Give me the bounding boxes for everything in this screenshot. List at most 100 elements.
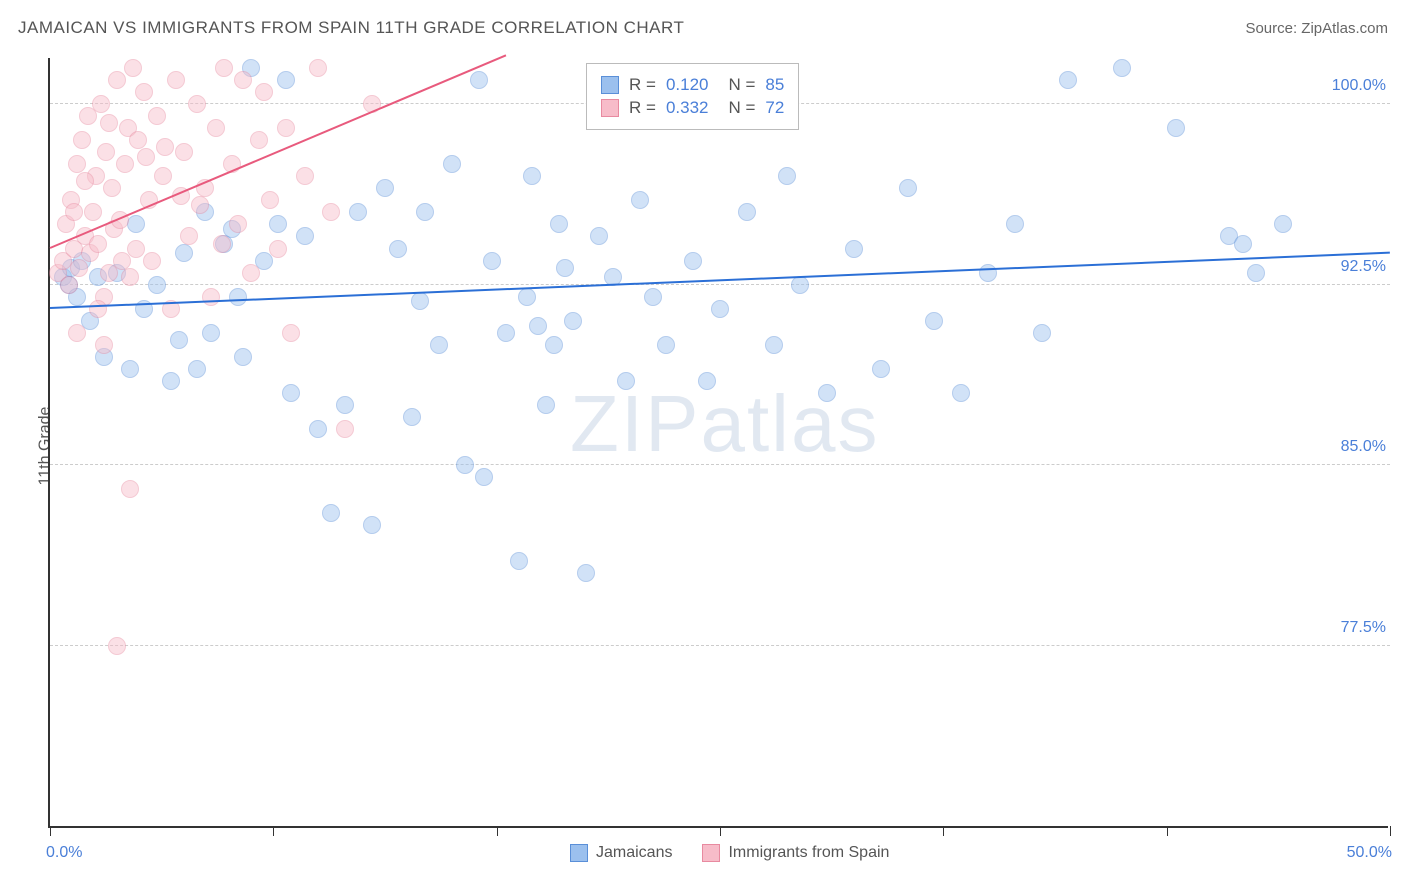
data-point bbox=[818, 384, 836, 402]
x-tick bbox=[720, 826, 721, 836]
data-point bbox=[207, 119, 225, 137]
x-tick bbox=[497, 826, 498, 836]
data-point bbox=[376, 179, 394, 197]
data-point bbox=[73, 131, 91, 149]
data-point bbox=[137, 148, 155, 166]
data-point bbox=[65, 203, 83, 221]
data-point bbox=[1274, 215, 1292, 233]
r-label: R = bbox=[629, 98, 656, 118]
y-tick-label: 92.5% bbox=[1337, 258, 1390, 276]
data-point bbox=[322, 504, 340, 522]
gridline bbox=[50, 464, 1390, 465]
data-point bbox=[282, 324, 300, 342]
n-label: N = bbox=[728, 98, 755, 118]
scatter-plot: ZIPatlas 77.5%85.0%92.5%100.0%0.0%50.0%R… bbox=[48, 58, 1388, 828]
data-point bbox=[68, 324, 86, 342]
legend-swatch bbox=[570, 844, 588, 862]
gridline bbox=[50, 284, 1390, 285]
data-point bbox=[156, 138, 174, 156]
data-point bbox=[95, 336, 113, 354]
data-point bbox=[213, 235, 231, 253]
data-point bbox=[791, 276, 809, 294]
data-point bbox=[550, 215, 568, 233]
data-point bbox=[202, 324, 220, 342]
data-point bbox=[925, 312, 943, 330]
data-point bbox=[191, 196, 209, 214]
data-point bbox=[127, 215, 145, 233]
data-point bbox=[952, 384, 970, 402]
data-point bbox=[1006, 215, 1024, 233]
data-point bbox=[162, 372, 180, 390]
data-point bbox=[309, 420, 327, 438]
data-point bbox=[1113, 59, 1131, 77]
data-point bbox=[1033, 324, 1051, 342]
data-point bbox=[698, 372, 716, 390]
series-legend: Jamaicans Immigrants from Spain bbox=[570, 844, 889, 862]
data-point bbox=[617, 372, 635, 390]
data-point bbox=[456, 456, 474, 474]
data-point bbox=[108, 71, 126, 89]
n-value: 85 bbox=[765, 75, 784, 95]
data-point bbox=[483, 252, 501, 270]
data-point bbox=[148, 276, 166, 294]
data-point bbox=[188, 95, 206, 113]
data-point bbox=[778, 167, 796, 185]
data-point bbox=[135, 83, 153, 101]
chart-title: JAMAICAN VS IMMIGRANTS FROM SPAIN 11TH G… bbox=[18, 18, 684, 38]
data-point bbox=[545, 336, 563, 354]
data-point bbox=[148, 107, 166, 125]
data-point bbox=[180, 227, 198, 245]
data-point bbox=[296, 167, 314, 185]
x-tick bbox=[50, 826, 51, 836]
data-point bbox=[97, 143, 115, 161]
data-point bbox=[644, 288, 662, 306]
data-point bbox=[250, 131, 268, 149]
data-point bbox=[175, 244, 193, 262]
data-point bbox=[979, 264, 997, 282]
r-label: R = bbox=[629, 75, 656, 95]
data-point bbox=[684, 252, 702, 270]
data-point bbox=[202, 288, 220, 306]
data-point bbox=[84, 203, 102, 221]
data-point bbox=[296, 227, 314, 245]
data-point bbox=[738, 203, 756, 221]
data-point bbox=[124, 59, 142, 77]
data-point bbox=[510, 552, 528, 570]
data-point bbox=[349, 203, 367, 221]
x-tick bbox=[1167, 826, 1168, 836]
legend-swatch bbox=[601, 99, 619, 117]
data-point bbox=[537, 396, 555, 414]
data-point bbox=[523, 167, 541, 185]
data-point bbox=[1234, 235, 1252, 253]
chart-source: Source: ZipAtlas.com bbox=[1245, 20, 1388, 37]
data-point bbox=[234, 348, 252, 366]
data-point bbox=[1247, 264, 1265, 282]
data-point bbox=[309, 59, 327, 77]
data-point bbox=[416, 203, 434, 221]
legend-label: Jamaicans bbox=[596, 844, 672, 862]
legend-label: Immigrants from Spain bbox=[728, 844, 889, 862]
data-point bbox=[121, 360, 139, 378]
legend-item: Immigrants from Spain bbox=[702, 844, 889, 862]
legend-swatch bbox=[601, 76, 619, 94]
data-point bbox=[475, 468, 493, 486]
data-point bbox=[215, 59, 233, 77]
legend-item: Jamaicans bbox=[570, 844, 672, 862]
data-point bbox=[899, 179, 917, 197]
correlation-stats-box: R =0.120N =85 R =0.332N =72 bbox=[586, 63, 799, 130]
x-tick-label: 0.0% bbox=[46, 844, 82, 862]
stats-row: R =0.120N =85 bbox=[601, 75, 784, 95]
data-point bbox=[76, 172, 94, 190]
data-point bbox=[89, 300, 107, 318]
data-point bbox=[411, 292, 429, 310]
data-point bbox=[89, 235, 107, 253]
data-point bbox=[255, 83, 273, 101]
data-point bbox=[229, 288, 247, 306]
data-point bbox=[336, 396, 354, 414]
data-point bbox=[631, 191, 649, 209]
data-point bbox=[234, 71, 252, 89]
data-point bbox=[765, 336, 783, 354]
stats-row: R =0.332N =72 bbox=[601, 98, 784, 118]
x-tick bbox=[943, 826, 944, 836]
data-point bbox=[657, 336, 675, 354]
